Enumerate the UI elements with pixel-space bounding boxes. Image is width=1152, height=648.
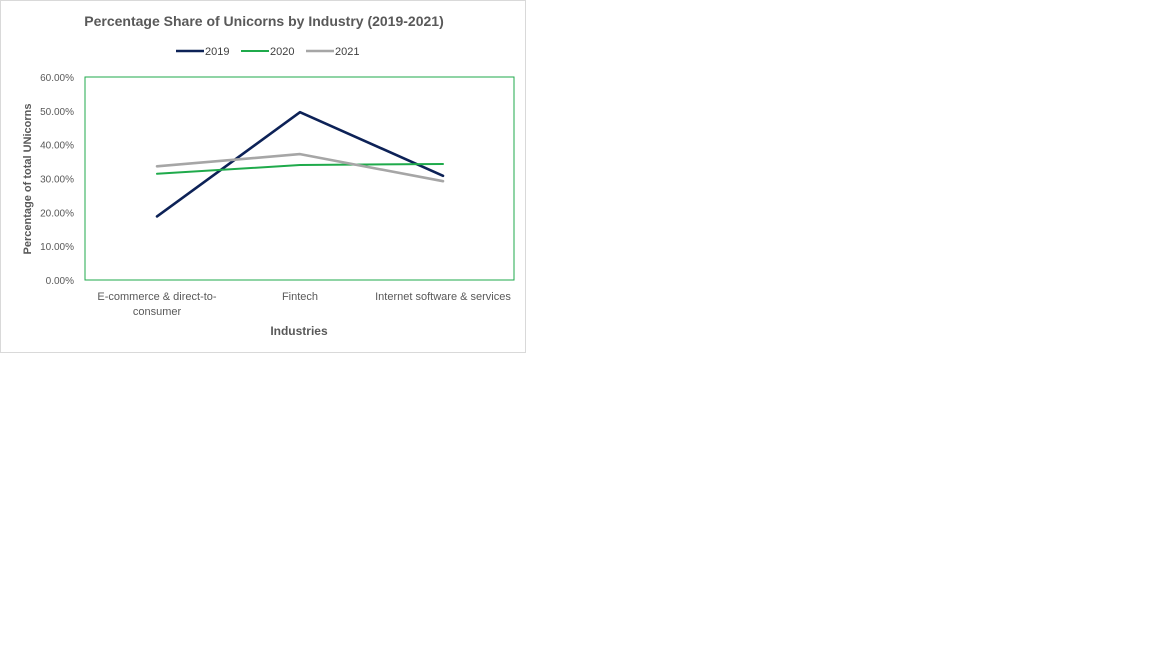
series-line-2019: [155, 110, 445, 218]
y-tick-label: 60.00%: [40, 73, 74, 84]
legend-label-2020: 2020: [270, 46, 294, 58]
series-line-2021: [155, 152, 445, 183]
y-tick-label: 0.00%: [46, 276, 74, 287]
y-tick-label: 40.00%: [40, 141, 74, 152]
y-axis-label: Percentage of total UNicorns: [22, 104, 34, 255]
chart-card: Percentage Share of Unicorns by Industry…: [0, 0, 526, 353]
line-chart: Percentage Share of Unicorns by Industry…: [22, 13, 515, 338]
y-tick-label: 30.00%: [40, 175, 74, 186]
y-tick-label: 50.00%: [40, 107, 74, 118]
y-axis-ticks: 0.00% 10.00% 20.00% 30.00% 40.00% 50.00% 60.00…: [40, 73, 74, 287]
x-axis-label: Industries: [270, 324, 328, 338]
series-line-2020: [156, 163, 444, 175]
series-lines: [155, 110, 445, 218]
legend-label-2021: 2021: [335, 46, 359, 58]
y-tick-label: 10.00%: [40, 242, 74, 253]
x-tick-label: E-commerce & direct-to-consumer: [97, 291, 217, 318]
plot-area: [84, 76, 515, 281]
x-tick-label: Internet software & services: [375, 291, 511, 303]
chart-title: Percentage Share of Unicorns by Industry…: [84, 13, 443, 29]
legend-label-2019: 2019: [205, 46, 229, 58]
x-axis-ticks: E-commerce & direct-to-consumer Fintech In…: [97, 291, 511, 318]
legend: 2019 2020 2021: [176, 46, 359, 58]
x-tick-label: Fintech: [282, 291, 318, 303]
y-tick-label: 20.00%: [40, 208, 74, 219]
